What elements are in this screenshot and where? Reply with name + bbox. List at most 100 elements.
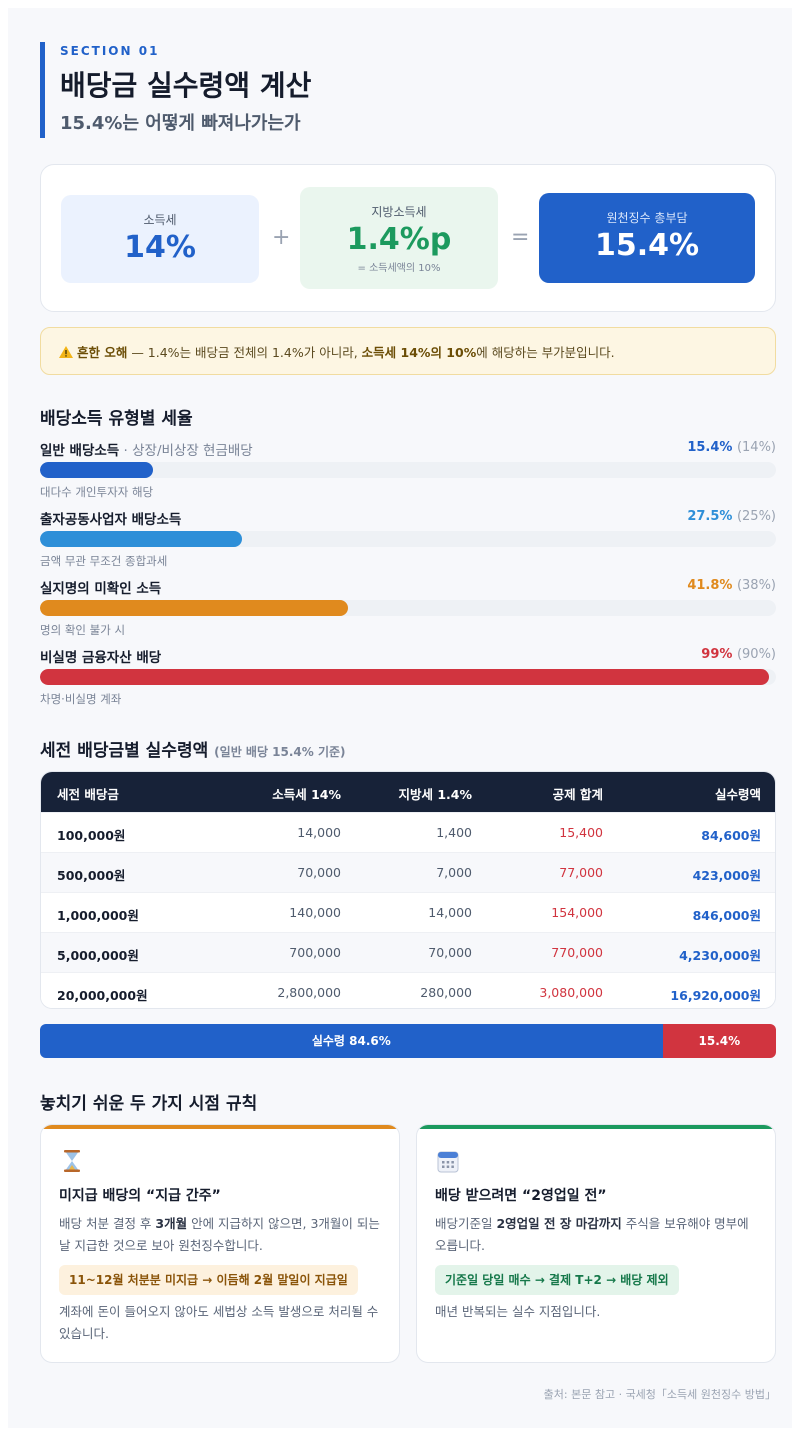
cell-local-tax: 70,000: [428, 945, 472, 960]
rate-bar-track: [40, 531, 776, 547]
net-vs-tax-bar: 실수령 84.6% 15.4%: [40, 1024, 776, 1058]
table-row: 1,000,000원 140,000 14,000 154,000 846,000원: [41, 892, 775, 932]
table-heading: 세전 배당금별 실수령액 (일반 배당 15.4% 기준): [40, 736, 346, 761]
table-title: 세전 배당금별 실수령액: [40, 741, 209, 761]
card-accent-line: [41, 1125, 399, 1129]
cell-local-tax: 14,000: [428, 905, 472, 920]
cell-deduction: 3,080,000: [539, 985, 603, 1000]
cell-gross: 100,000원: [57, 828, 126, 843]
rate-desc: · 상장/비상장 현금배당: [119, 443, 253, 459]
cell-income-tax: 14,000: [297, 825, 341, 840]
cell-gross: 500,000원: [57, 868, 126, 883]
income-tax-label: 소득세: [143, 213, 177, 227]
rule-card-deemed-payment: 미지급 배당의 “지급 간주” 배당 처분 결정 후 3개월 안에 지급하지 않…: [40, 1124, 400, 1363]
cell-local-tax: 280,000: [420, 985, 472, 1000]
rule-title: 미지급 배당의 “지급 간주”: [59, 1188, 221, 1204]
local-tax-value: 1.4%p: [346, 222, 452, 257]
rate-name: 실지명의 미확인 소득: [40, 577, 161, 597]
col-header-local-tax: 지방세 1.4%: [398, 787, 472, 802]
page: SECTION 01 배당금 실수령액 계산 15.4%는 어떻게 빠져나가는가…: [8, 8, 792, 1428]
rate-base: (90%): [736, 647, 776, 662]
rate-bar-track: [40, 600, 776, 616]
rate-note: 차명·비실명 계좌: [40, 692, 122, 706]
plus-operator: +: [272, 225, 291, 250]
cell-local-tax: 7,000: [436, 865, 472, 880]
rate-base: (14%): [736, 440, 776, 455]
rule-body-text: 주식을 보유해야 명부에 오릅니다.: [435, 1216, 749, 1253]
rule-example-chip: 11~12월 처분분 미지급 → 이듬해 2월 말일이 지급일: [59, 1265, 358, 1295]
section-label: SECTION 01: [60, 44, 160, 58]
rate-bar-fill: [40, 600, 348, 616]
tax-portion: 15.4%: [662, 1024, 776, 1058]
rate-value: 99% (90%): [701, 647, 776, 662]
equals-operator: =: [511, 225, 530, 250]
callout-strong-2: 소득세 14%의 10%: [361, 345, 477, 360]
net-amount-table: 세전 배당금 소득세 14% 지방세 1.4% 공제 합계 실수령액 100,0…: [40, 771, 776, 1009]
cell-deduction: 15,400: [559, 825, 603, 840]
cell-net: 4,230,000원: [679, 948, 761, 963]
header-accent-bar: [40, 42, 45, 138]
table-heading-note: (일반 배당 15.4% 기준): [214, 745, 346, 759]
rate-bar-fill: [40, 669, 769, 685]
callout-strong-label: 흔한 오해: [77, 345, 128, 360]
rate-name: 비실명 금융자산 배당: [40, 646, 161, 666]
rate-note: 대다수 개인투자자 해당: [40, 485, 154, 499]
rule-body-strong: 2영업일 전 장 마감까지: [496, 1216, 622, 1231]
cell-deduction: 770,000: [551, 945, 603, 960]
table-row: 20,000,000원 2,800,000 280,000 3,080,000 16,9…: [41, 972, 775, 1008]
rule-body-text: 안에 지급하지 않으면, 3개월이 되는 날 지급한 것으로 보아 원천징수합니…: [59, 1216, 380, 1253]
cell-net: 423,000원: [692, 868, 761, 883]
rules-heading: 놓치기 쉬운 두 가지 시점 규칙: [40, 1094, 258, 1114]
table-row: 500,000원 70,000 7,000 77,000 423,000원: [41, 852, 775, 892]
rate-note: 명의 확인 불가 시: [40, 623, 126, 637]
rate-name: 일반 배당소득 · 상장/비상장 현금배당: [40, 439, 253, 459]
income-tax-box: 소득세 14%: [61, 195, 259, 283]
rate-note: 금액 무관 무조건 종합과세: [40, 554, 168, 568]
rate-name-text: 출자공동사업자 배당소득: [40, 512, 182, 528]
rule-title: 배당 받으려면 “2영업일 전”: [435, 1188, 607, 1204]
col-header-deduction: 공제 합계: [552, 787, 603, 802]
callout-text-2: 에 해당하는 부가분입니다.: [476, 345, 615, 360]
rates-heading: 배당소득 유형별 세율: [40, 409, 193, 429]
total-tax-box: 원천징수 총부담 15.4%: [539, 193, 755, 283]
rate-total: 15.4%: [687, 440, 733, 455]
rule-body-text: 배당 처분 결정 후: [59, 1216, 156, 1231]
cell-gross: 20,000,000원: [57, 988, 148, 1003]
rule-body: 배당 처분 결정 후 3개월 안에 지급하지 않으면, 3개월이 되는 날 지급…: [59, 1213, 385, 1257]
rule-body: 배당기준일 2영업일 전 장 마감까지 주식을 보유해야 명부에 오릅니다.: [435, 1213, 761, 1257]
rate-total: 27.5%: [687, 509, 733, 524]
rule-body-strong: 3개월: [155, 1216, 188, 1231]
tax-formula-card: 소득세 14% + 지방소득세 1.4%p = 소득세액의 10% = 원천징수…: [40, 164, 776, 312]
table-header: 세전 배당금 소득세 14% 지방세 1.4% 공제 합계 실수령액: [41, 772, 775, 812]
page-title: 배당금 실수령액 계산: [60, 69, 312, 102]
rule-footnote: 매년 반복되는 실수 지점입니다.: [435, 1304, 601, 1319]
rate-value: 41.8% (38%): [687, 578, 776, 593]
cell-income-tax: 700,000: [289, 945, 341, 960]
col-header-net: 실수령액: [714, 787, 761, 802]
rate-name-text: 실지명의 미확인 소득: [40, 581, 162, 597]
income-tax-value: 14%: [124, 230, 196, 265]
rate-name: 출자공동사업자 배당소득: [40, 508, 181, 528]
cell-income-tax: 70,000: [297, 865, 341, 880]
rate-base: (25%): [736, 509, 776, 524]
page-subtitle: 15.4%는 어떻게 빠져나가는가: [60, 113, 301, 134]
misconception-callout: 흔한 오해 — 1.4%는 배당금 전체의 1.4%가 아니라, 소득세 14%…: [40, 327, 776, 375]
rate-bar-fill: [40, 462, 154, 478]
cell-gross: 5,000,000원: [57, 948, 139, 963]
rule-footnote: 계좌에 돈이 들어오지 않아도 세법상 소득 발생으로 처리될 수 있습니다.: [59, 1304, 379, 1341]
col-header-gross: 세전 배당금: [57, 787, 119, 802]
rate-name-text: 비실명 금융자산 배당: [40, 650, 162, 666]
rate-value: 15.4% (14%): [687, 440, 776, 455]
cell-gross: 1,000,000원: [57, 908, 139, 923]
rate-bar-track: [40, 669, 776, 685]
cell-income-tax: 2,800,000: [277, 985, 341, 1000]
local-tax-box: 지방소득세 1.4%p = 소득세액의 10%: [300, 187, 498, 289]
calendar-icon: [437, 1151, 459, 1173]
hourglass-icon: [64, 1150, 80, 1172]
callout-text-1: — 1.4%는 배당금 전체의 1.4%가 아니라,: [127, 345, 362, 360]
cell-deduction: 154,000: [551, 905, 603, 920]
rate-total: 99%: [701, 647, 733, 662]
rate-value: 27.5% (25%): [687, 509, 776, 524]
cell-net: 16,920,000원: [670, 988, 761, 1003]
local-tax-note: = 소득세액의 10%: [357, 263, 441, 274]
